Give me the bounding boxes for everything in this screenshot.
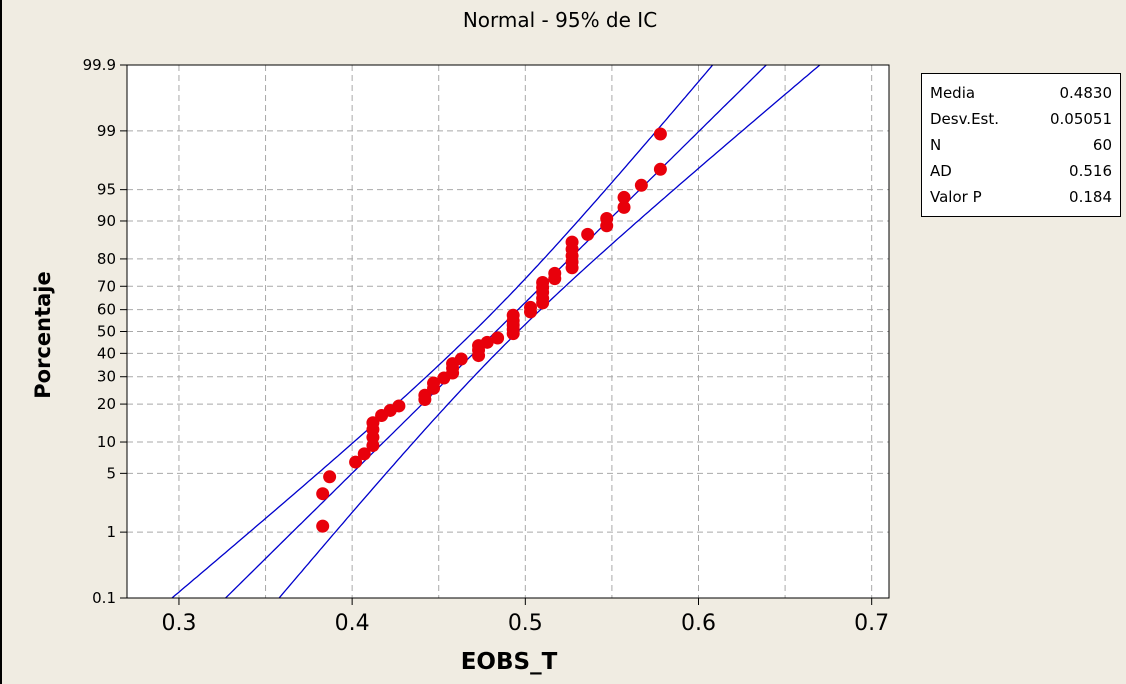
stat-label: Desv.Est. <box>930 110 1000 128</box>
data-point <box>491 331 505 345</box>
stat-row-ad: AD 0.516 <box>930 158 1112 184</box>
data-point <box>653 127 667 141</box>
y-tick-label: 40 <box>97 344 116 362</box>
fit-line <box>225 65 767 598</box>
y-tick-label: 0.1 <box>92 589 116 607</box>
stat-row-mean: Media 0.4830 <box>930 80 1112 106</box>
data-point <box>536 276 550 290</box>
data-point <box>357 447 371 461</box>
y-tick-label: 80 <box>97 250 116 268</box>
stat-row-n: N 60 <box>930 132 1112 158</box>
chart-title: Normal - 95% de IC <box>463 8 657 32</box>
y-tick-label: 20 <box>97 395 116 413</box>
data-point <box>617 200 631 214</box>
data-point <box>366 416 380 430</box>
data-point <box>454 352 468 366</box>
data-point <box>524 300 538 314</box>
data-point <box>418 388 432 402</box>
ci-lower-band <box>171 65 714 598</box>
stat-label: Media <box>930 84 976 102</box>
data-point <box>323 470 337 484</box>
y-tick-label: 60 <box>97 301 116 319</box>
stat-value: 0.4830 <box>1059 84 1113 102</box>
stat-value: 60 <box>1092 136 1112 154</box>
stat-row-sd: Desv.Est. 0.05051 <box>930 106 1112 132</box>
stat-label: AD <box>930 162 952 180</box>
stats-legend: Media 0.4830 Desv.Est. 0.05051 N 60 AD 0… <box>921 73 1121 217</box>
x-tick-label: 0.4 <box>335 611 370 636</box>
y-tick-label: 30 <box>97 368 116 386</box>
stat-row-pvalue: Valor P 0.184 <box>930 184 1112 210</box>
x-tick-label: 0.6 <box>681 611 716 636</box>
y-tick-label: 99 <box>97 122 116 140</box>
y-tick-label: 70 <box>97 277 116 295</box>
data-point <box>548 266 562 280</box>
data-point <box>392 399 406 413</box>
data-point <box>565 235 579 249</box>
data-point <box>581 227 595 241</box>
y-tick-label: 10 <box>97 433 116 451</box>
x-tick-label: 0.7 <box>854 611 889 636</box>
y-tick-label: 50 <box>97 323 116 341</box>
x-axis-label: EOBS_T <box>461 649 558 675</box>
y-tick-label: 90 <box>97 212 116 230</box>
data-point <box>316 519 330 533</box>
stat-value: 0.184 <box>1069 188 1112 206</box>
stat-label: N <box>930 136 942 154</box>
y-tick-label: 1 <box>106 523 116 541</box>
data-point <box>653 162 667 176</box>
y-tick-label: 95 <box>97 181 116 199</box>
x-tick-label: 0.3 <box>161 611 196 636</box>
data-point <box>427 376 441 390</box>
data-point <box>480 335 494 349</box>
y-tick-label: 5 <box>106 464 116 482</box>
x-tick-label: 0.5 <box>508 611 543 636</box>
data-point <box>506 308 520 322</box>
data-point <box>617 190 631 204</box>
stat-value: 0.516 <box>1069 162 1112 180</box>
y-axis-label: Porcentaje <box>31 271 55 398</box>
data-point <box>600 211 614 225</box>
data-point <box>316 487 330 501</box>
data-point <box>634 178 648 192</box>
y-tick-label: 99.9 <box>83 56 116 74</box>
data-point <box>349 455 363 469</box>
stat-value: 0.05051 <box>1049 110 1112 128</box>
stat-label: Valor P <box>930 188 982 206</box>
